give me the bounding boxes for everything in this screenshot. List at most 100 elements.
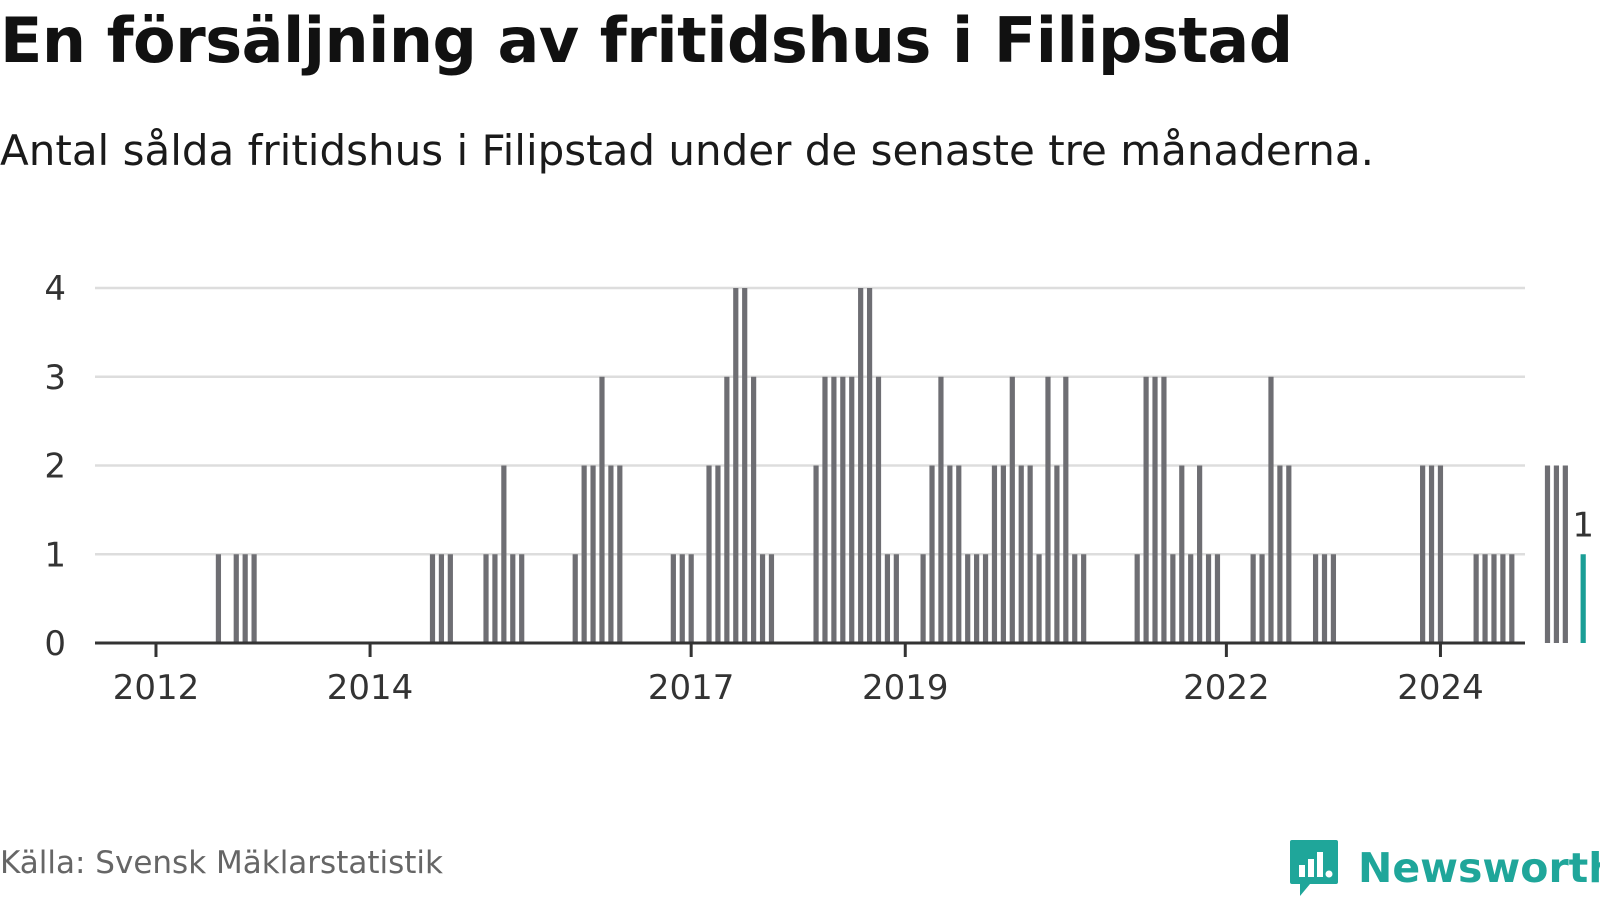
source-note: Källa: Svensk Mäklarstatistik (0, 845, 443, 881)
bar (1161, 376, 1167, 643)
bar (1500, 554, 1506, 643)
y-tick-label: 2 (44, 447, 66, 487)
highlight-bar (1580, 554, 1586, 643)
bar (724, 376, 730, 643)
bar (447, 554, 453, 643)
bar (1179, 465, 1185, 643)
bar (1170, 554, 1176, 643)
bar (920, 554, 926, 643)
bar (893, 554, 899, 643)
bar (572, 554, 578, 643)
bar (1491, 554, 1497, 643)
bar (1277, 465, 1283, 643)
bar (233, 554, 239, 643)
bar (1268, 376, 1274, 643)
x-tick-label: 2022 (1183, 668, 1270, 708)
x-tick-label: 2019 (862, 668, 949, 708)
bar (251, 554, 257, 643)
y-tick-label: 1 (44, 535, 66, 575)
bar (1018, 465, 1024, 643)
bar (1250, 554, 1256, 643)
bar (822, 376, 828, 643)
bar (840, 376, 846, 643)
y-tick-label: 4 (44, 269, 66, 309)
bar (1321, 554, 1328, 643)
bar (492, 554, 498, 643)
brand-logo: Newsworthy (1288, 838, 1600, 898)
bar (947, 465, 953, 643)
x-tick-label: 2017 (648, 668, 735, 708)
chart-subtitle: Antal sålda fritidshus i Filipstad under… (0, 126, 1374, 175)
bar (519, 554, 525, 643)
bar (965, 554, 971, 643)
bar (617, 465, 623, 643)
bar (1544, 465, 1551, 643)
bar (751, 376, 757, 643)
bar (1063, 376, 1069, 643)
bar (608, 465, 614, 643)
bar (1134, 554, 1140, 643)
bar (706, 465, 712, 643)
bar (688, 554, 694, 643)
bar (1428, 465, 1435, 643)
bar (982, 554, 989, 643)
bar (1143, 376, 1149, 643)
bar (849, 376, 855, 643)
bar (715, 465, 721, 643)
bar (1081, 554, 1087, 643)
bar (1259, 554, 1265, 643)
bar (679, 554, 685, 643)
bar (884, 554, 891, 643)
bar (1072, 554, 1078, 643)
bar (1330, 554, 1337, 643)
bar (1045, 376, 1051, 643)
bar-chart: 0 1 2 3 4 1 2012 2014 2017 2019 2022 2024 (44, 269, 1594, 708)
bar (1562, 465, 1568, 643)
bar (1482, 554, 1488, 643)
bar (1509, 554, 1515, 643)
bar (1312, 554, 1319, 643)
bar (1197, 465, 1203, 643)
bar (1420, 465, 1426, 643)
bar (991, 465, 998, 643)
newsworthy-logo-icon (1290, 840, 1338, 896)
bar (501, 465, 507, 643)
bar (938, 376, 944, 643)
highlight-value-label: 1 (1572, 505, 1594, 545)
bar (581, 465, 587, 643)
bar (670, 554, 676, 643)
bar (742, 288, 748, 643)
bar (1036, 554, 1042, 643)
bar (831, 376, 837, 643)
bar (759, 554, 766, 643)
x-tick-label: 2012 (113, 668, 200, 708)
bar (1286, 465, 1292, 643)
y-tick-label: 0 (44, 624, 66, 664)
y-tick-label: 3 (44, 358, 66, 398)
bar (1152, 376, 1158, 643)
bar (768, 554, 775, 643)
bar (429, 554, 436, 643)
bar (733, 288, 739, 643)
bar (1054, 465, 1060, 643)
bar (483, 554, 489, 643)
bar (510, 554, 516, 643)
bar (929, 465, 935, 643)
bar (438, 554, 445, 643)
bar (1027, 465, 1033, 643)
bar (956, 465, 962, 643)
bar (858, 288, 864, 643)
bar (1437, 465, 1444, 643)
bar (1553, 465, 1560, 643)
chart-title: En försäljning av fritidshus i Filipstad (0, 4, 1293, 77)
bar (1205, 554, 1212, 643)
x-tick-label: 2024 (1397, 668, 1484, 708)
bar (599, 376, 605, 643)
bar (813, 465, 819, 643)
brand-name: Newsworthy (1358, 844, 1600, 892)
bar (590, 465, 596, 643)
bar (1000, 465, 1006, 643)
bar (875, 376, 882, 643)
bar (242, 554, 248, 643)
bar (215, 554, 222, 643)
